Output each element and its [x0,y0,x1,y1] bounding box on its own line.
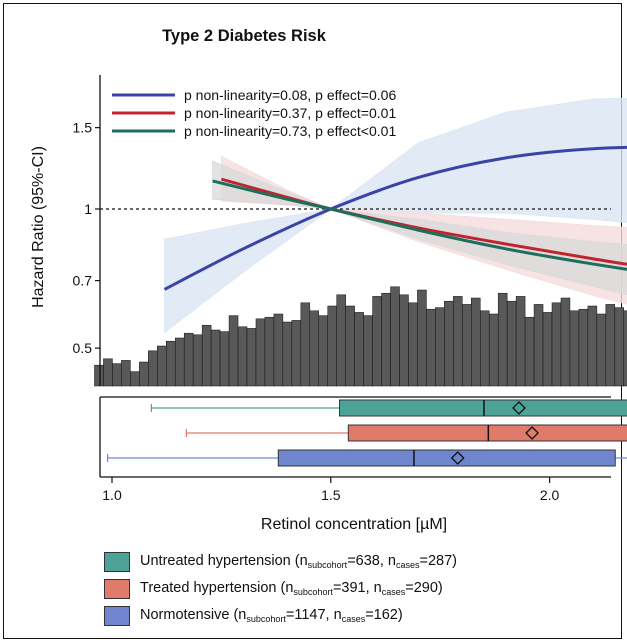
histogram-bar [183,332,194,387]
y-tick-label: 0.7 [73,273,93,289]
histogram-bar [578,308,589,387]
histogram-bar [157,345,167,387]
histogram-bar [300,302,311,387]
histogram-bar [435,307,445,387]
histogram-bar [148,350,158,387]
series-lines [163,145,627,291]
histogram-bar [139,361,149,387]
histogram-bar [506,300,517,387]
x-tick-label: 1.5 [321,487,341,503]
histogram-bar [192,334,203,387]
histogram-bar [130,371,140,387]
histogram-bar [515,296,526,387]
histogram-bar [479,310,490,387]
histogram-bar [228,315,239,387]
histogram-bar [444,300,454,387]
legend-item-normotensive: Normotensive (nsubcohort=1147, ncases=16… [104,602,457,629]
mean-marker [525,426,540,440]
legend-entry: p non-linearity=0.08, p effect=0.06 [184,87,396,103]
histogram-bar [605,304,616,387]
boxplot [185,424,627,442]
histogram-bar [417,289,427,387]
legend-swatch [104,578,130,599]
histogram-bar [390,286,400,387]
y-axis-label: Hazard Ratio (95%-CI) [30,146,47,308]
histogram-bar [560,297,571,387]
histogram-bar [318,315,328,387]
histogram-bar [219,331,230,387]
y-tick-label: 1.5 [73,120,93,136]
histogram-bar [354,312,364,387]
histogram-bar [94,364,104,387]
histogram-bar [255,318,266,387]
legend-bottom: Untreated hypertension (nsubcohort=638, … [104,548,457,629]
histogram-bar [237,326,248,387]
legend-label: Untreated hypertension (nsubcohort=638, … [140,553,457,570]
histogram-bar [524,316,535,387]
legend-top: p non-linearity=0.08, p effect=0.06 p non… [112,87,396,139]
histogram-bar [345,305,355,387]
boxplots [107,399,627,467]
histogram-bar [372,296,382,387]
x-axis-label: Retinol concentration [µM] [261,516,447,533]
box [277,449,616,467]
mean-marker [512,401,526,415]
legend-label: Normotensive (nsubcohort=1147, ncases=16… [140,607,403,624]
legend-item-untreated: Untreated hypertension (nsubcohort=638, … [104,548,457,575]
x-tick-label: 2.0 [540,487,560,503]
histogram-bar [497,292,508,387]
histogram-bar [587,305,598,387]
histogram-bar [488,313,499,387]
histogram-bar [166,340,176,387]
histogram-bar [291,320,302,387]
boxplot [107,449,627,467]
histogram-bar [614,307,625,387]
series-line [212,179,627,271]
histogram-bar [623,310,627,387]
legend-entry: p non-linearity=0.73, p effect<0.01 [184,123,396,139]
histogram-bar [542,312,553,387]
series-line [163,145,627,291]
axes: 0.50.711.51.01.52.02.53.0 [73,75,611,503]
histogram-bar [426,308,436,387]
histogram-bar [533,304,544,387]
y-tick-label: 1 [84,201,92,217]
histogram-bar [103,358,113,387]
histogram-bar [112,363,122,387]
histogram-bar [399,294,409,387]
histogram-bar [336,294,346,387]
histogram-bar [210,329,221,387]
chart-title: Type 2 Diabetes Risk [162,27,327,45]
histogram-bar [596,313,607,387]
boxplot [150,399,627,417]
legend-swatch [104,605,130,626]
y-tick-label: 0.5 [73,340,93,356]
histogram [94,286,627,387]
histogram-bar [264,316,275,387]
histogram-bar [201,324,212,387]
histogram-bar [408,302,418,387]
histogram-bar [273,313,284,387]
histogram-bar [551,302,562,387]
histogram-bar [309,310,320,387]
histogram-bar [569,310,580,387]
x-tick-label: 1.0 [102,487,122,503]
histogram-bar [246,328,257,387]
legend-entry: p non-linearity=0.37, p effect=0.01 [184,105,396,121]
legend-swatch [104,551,130,572]
histogram-bar [453,296,463,387]
histogram-bar [327,305,337,387]
legend-item-treated: Treated hypertension (nsubcohort=391, nc… [104,575,457,602]
histogram-bar [121,360,131,387]
histogram-bar [381,292,391,387]
histogram-bar [174,337,185,387]
legend-label: Treated hypertension (nsubcohort=391, nc… [140,580,443,597]
histogram-bar [462,304,472,387]
histogram-bar [471,297,481,387]
histogram-bar [363,315,373,387]
histogram-bar [282,321,293,387]
mean-marker [450,451,465,465]
